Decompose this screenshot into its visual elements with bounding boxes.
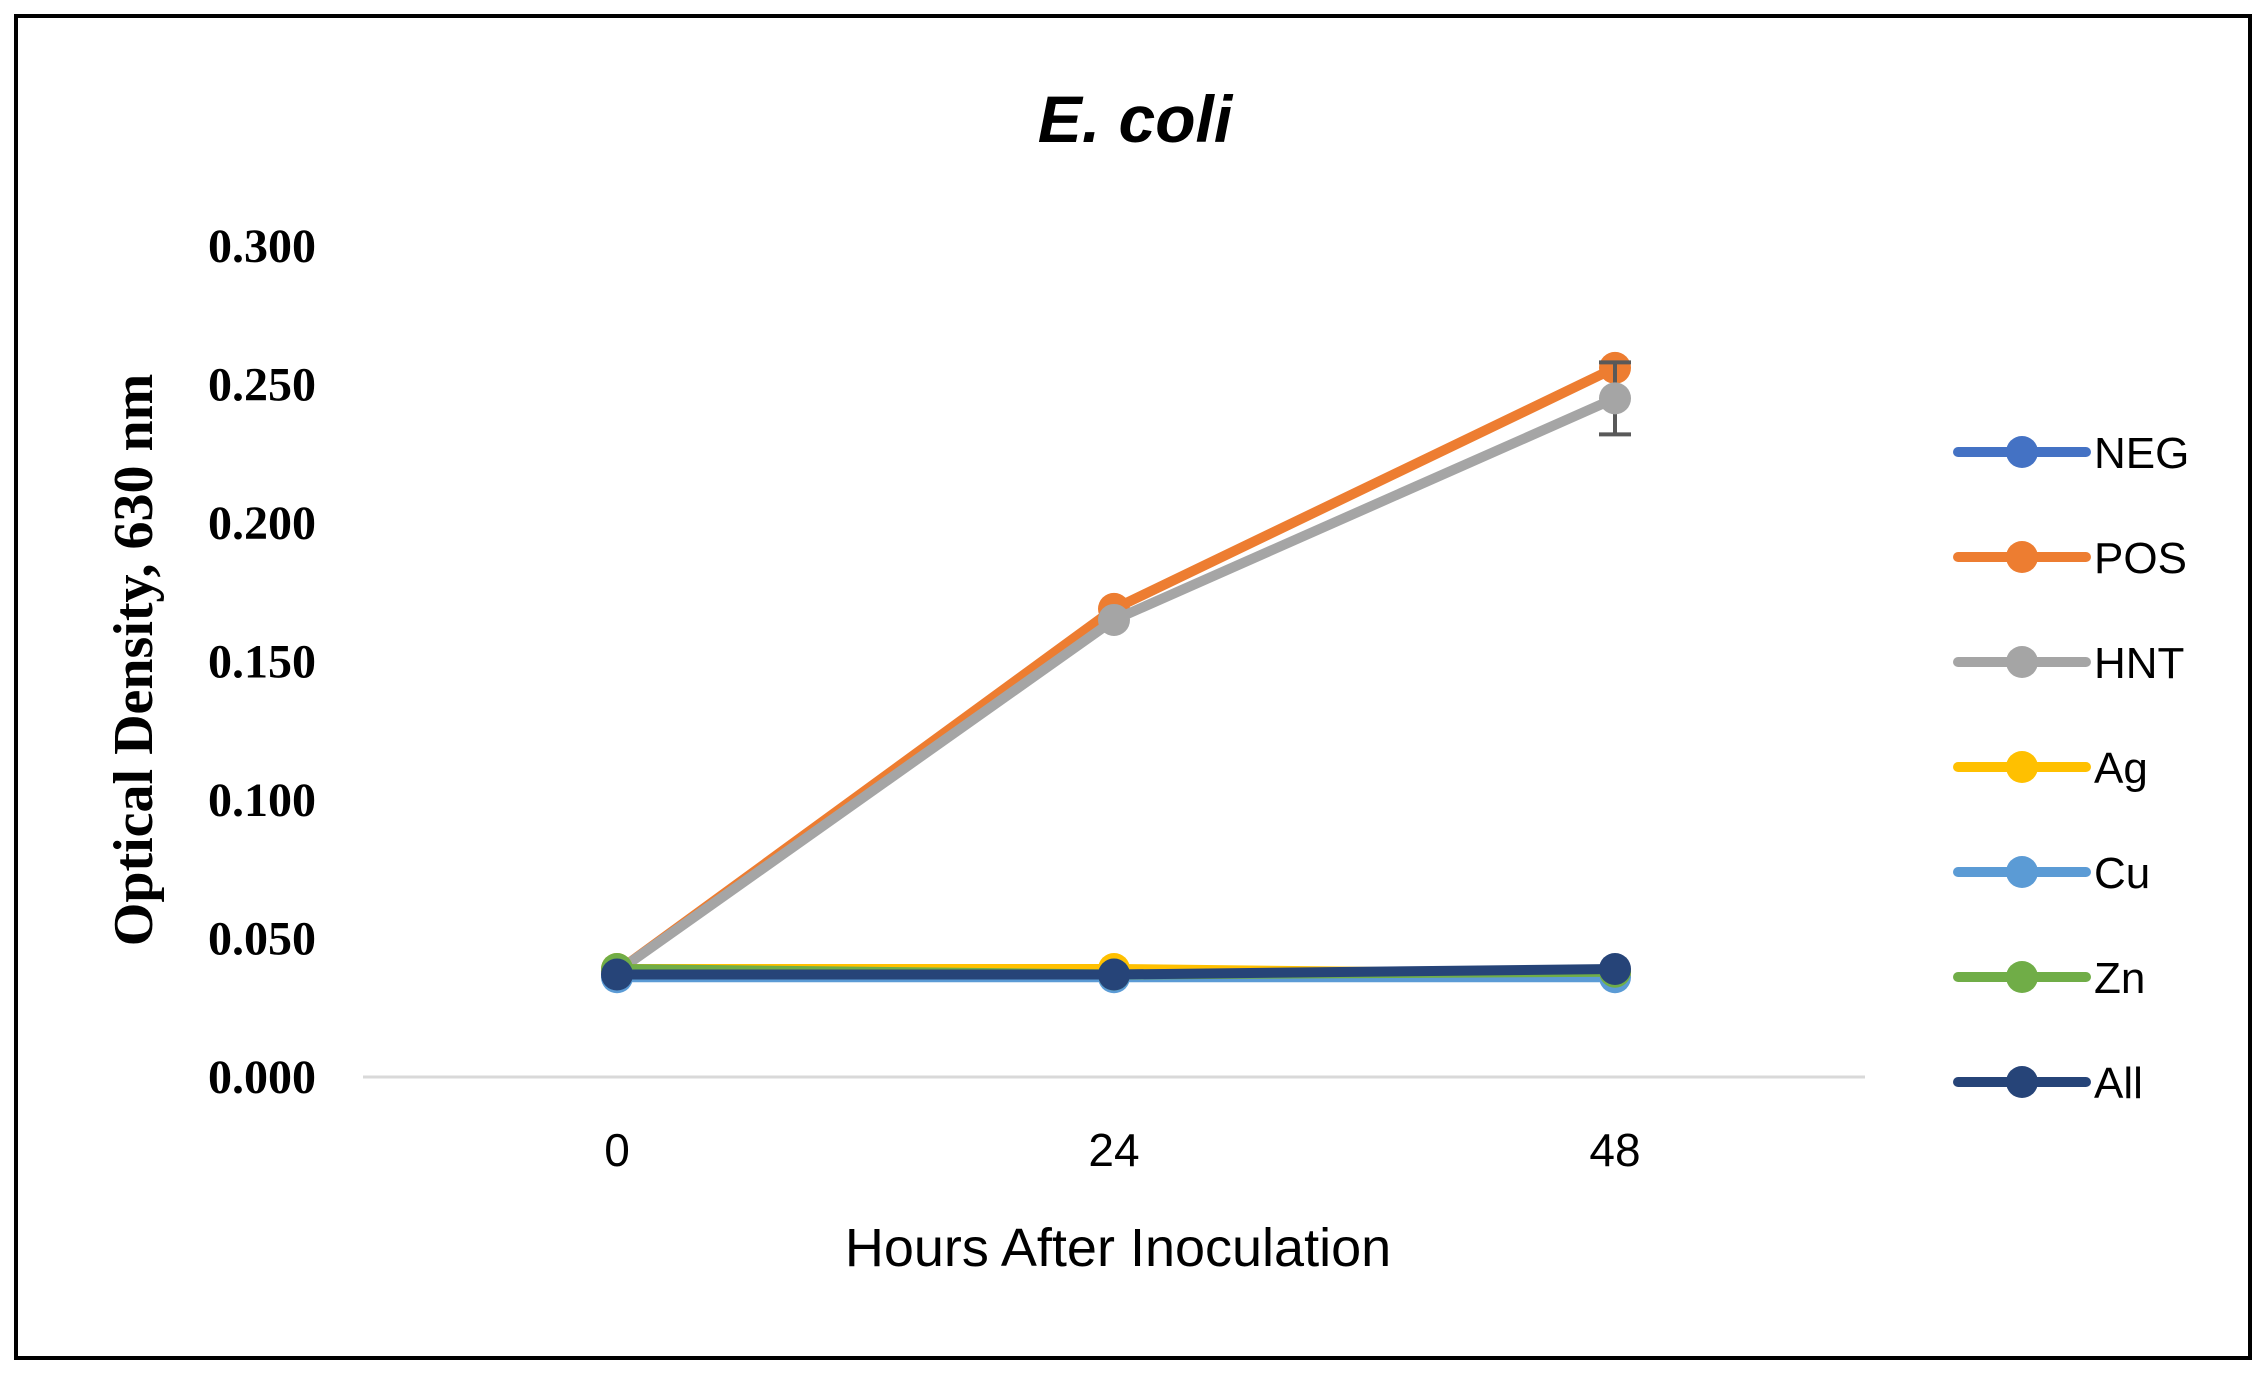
series-layer bbox=[601, 351, 1631, 994]
legend-label: POS bbox=[2094, 534, 2187, 583]
legend: NEG POS HNT Ag Cu Zn All bbox=[1953, 429, 2189, 1108]
legend-label: Zn bbox=[2094, 954, 2145, 1003]
legend-label: HNT bbox=[2094, 639, 2184, 688]
legend-marker bbox=[2006, 751, 2038, 783]
legend-label: Cu bbox=[2094, 849, 2150, 898]
x-axis-label: Hours After Inoculation bbox=[845, 1218, 1391, 1278]
legend-item-ag: Ag bbox=[1953, 744, 2148, 793]
data-point bbox=[1599, 952, 1631, 985]
legend-item-all: All bbox=[1953, 1059, 2143, 1108]
legend-marker bbox=[2006, 1066, 2038, 1098]
chart-title: E. coli bbox=[1038, 82, 1234, 156]
chart-frame bbox=[14, 14, 2252, 1360]
legend-item-pos: POS bbox=[1953, 534, 2187, 583]
y-tick-label: 0.100 bbox=[208, 774, 316, 827]
legend-item-cu: Cu bbox=[1953, 849, 2150, 898]
y-tick-label: 0.200 bbox=[208, 497, 316, 550]
data-point bbox=[1599, 382, 1631, 415]
y-axis-label: Optical Density, 630 nm bbox=[103, 374, 165, 946]
legend-item-hnt: HNT bbox=[1953, 639, 2184, 688]
legend-marker bbox=[2006, 436, 2038, 468]
y-tick-label: 0.050 bbox=[208, 913, 316, 966]
y-tick-label: 0.000 bbox=[208, 1051, 316, 1104]
x-tick-label: 0 bbox=[604, 1124, 630, 1176]
series-line bbox=[612, 362, 1620, 977]
series-hnt bbox=[601, 360, 1631, 988]
y-tick-label: 0.250 bbox=[208, 359, 316, 412]
legend-label: NEG bbox=[2094, 429, 2189, 478]
legend-marker bbox=[2006, 646, 2038, 678]
x-tick-label: 24 bbox=[1088, 1124, 1139, 1176]
y-tick-label: 0.150 bbox=[208, 636, 316, 689]
series-pos bbox=[601, 351, 1631, 988]
x-tick-label: 48 bbox=[1589, 1124, 1640, 1176]
legend-marker bbox=[2006, 856, 2038, 888]
data-point bbox=[1098, 958, 1130, 991]
legend-marker bbox=[2006, 541, 2038, 573]
legend-item-zn: Zn bbox=[1953, 954, 2145, 1003]
series-line bbox=[612, 393, 1620, 977]
data-point bbox=[601, 958, 633, 991]
legend-label: All bbox=[2094, 1059, 2143, 1108]
legend-marker bbox=[2006, 961, 2038, 993]
data-point bbox=[1098, 603, 1130, 636]
series-all bbox=[601, 952, 1631, 991]
y-tick-label: 0.300 bbox=[208, 220, 316, 273]
legend-label: Ag bbox=[2094, 744, 2148, 793]
axes: 0.000 0.050 0.100 0.150 0.200 0.250 0.300 0 24 48 bbox=[208, 220, 1865, 1176]
legend-item-neg: NEG bbox=[1953, 429, 2189, 478]
